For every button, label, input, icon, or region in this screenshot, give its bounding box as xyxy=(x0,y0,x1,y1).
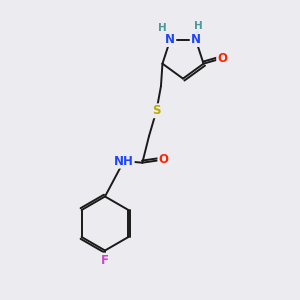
Text: O: O xyxy=(158,153,168,166)
Text: F: F xyxy=(101,254,109,267)
Text: O: O xyxy=(217,52,227,65)
Text: S: S xyxy=(152,104,161,117)
Text: NH: NH xyxy=(114,155,134,168)
Text: H: H xyxy=(158,22,166,32)
Text: N: N xyxy=(165,33,175,46)
Text: N: N xyxy=(191,33,201,46)
Text: H: H xyxy=(194,21,203,31)
